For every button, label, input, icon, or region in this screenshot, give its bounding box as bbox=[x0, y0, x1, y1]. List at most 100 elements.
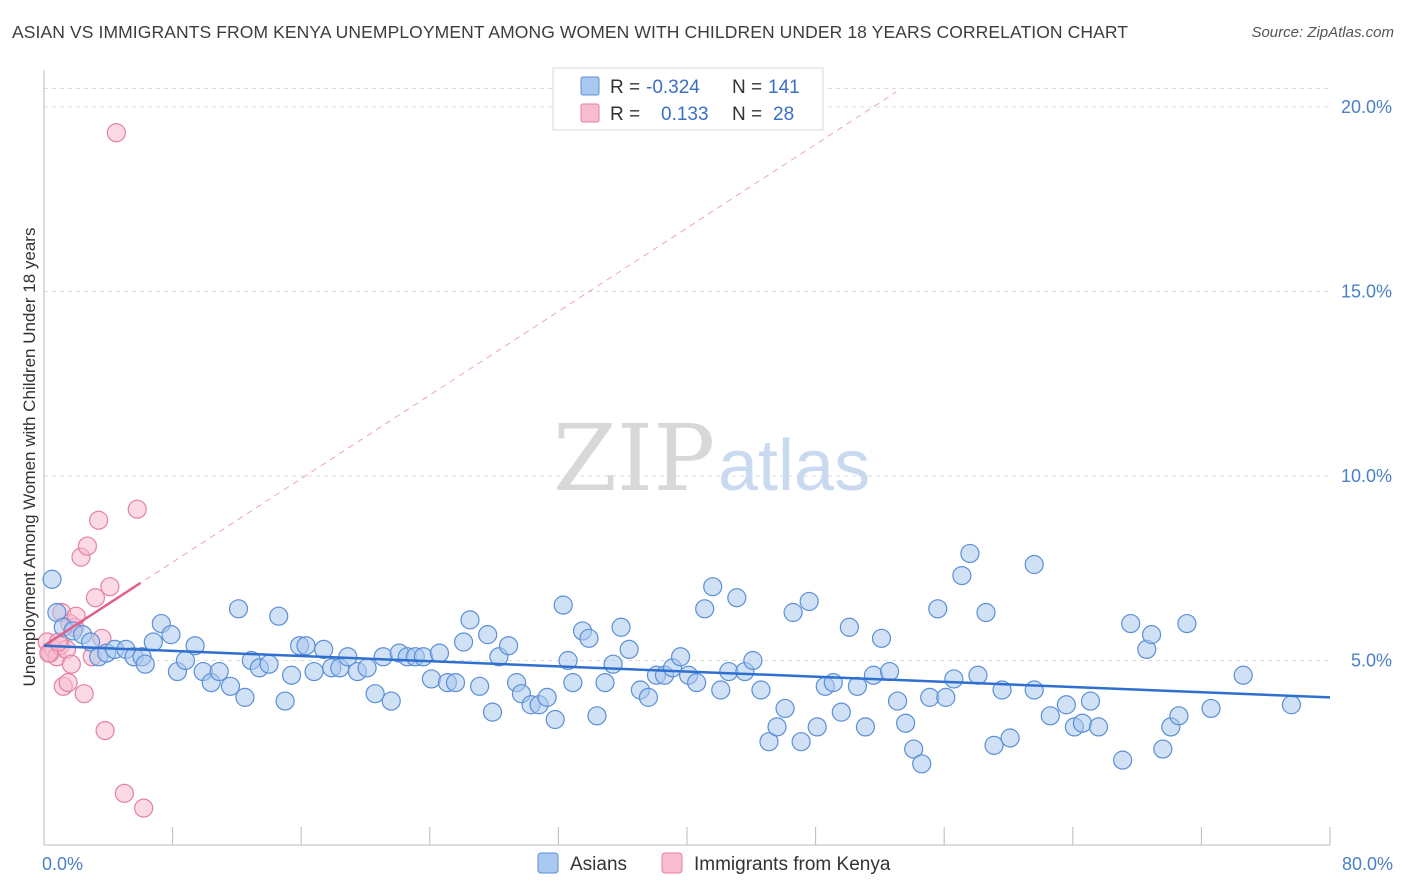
data-point-asians bbox=[896, 713, 916, 733]
data-point-asians bbox=[1056, 695, 1076, 715]
legend-n-label-asians: N = bbox=[732, 77, 762, 98]
trend-line-asians bbox=[43, 644, 1331, 699]
data-point-asians bbox=[783, 602, 803, 623]
data-point-kenya bbox=[134, 798, 154, 818]
data-point-asians bbox=[563, 673, 583, 693]
trend-line-kenya bbox=[43, 581, 142, 647]
data-point-asians bbox=[1113, 750, 1133, 770]
data-point-asians bbox=[960, 543, 980, 564]
data-point-asians bbox=[638, 687, 659, 707]
data-point-asians bbox=[727, 588, 747, 608]
chart-title: ASIAN VS IMMIGRANTS FROM KENYA UNEMPLOYM… bbox=[12, 22, 1129, 42]
data-point-asians bbox=[791, 732, 811, 752]
data-point-asians bbox=[920, 687, 940, 707]
data-point-asians bbox=[1040, 706, 1060, 726]
watermark-zip: ZIP bbox=[553, 405, 715, 512]
bottom-legend-swatch-kenya bbox=[661, 852, 683, 874]
data-point-asians bbox=[1169, 706, 1189, 726]
data-point-asians bbox=[863, 665, 884, 685]
data-point-asians bbox=[1121, 613, 1141, 634]
data-point-asians bbox=[619, 639, 639, 660]
data-point-asians bbox=[445, 673, 466, 693]
data-point-asians bbox=[695, 599, 715, 619]
y-axis-tick-labels: 5.0% 10.0% 15.0% 20.0% bbox=[1341, 97, 1392, 671]
data-point-kenya bbox=[61, 654, 81, 674]
data-point-asians bbox=[912, 754, 932, 774]
data-point-asians bbox=[1024, 680, 1044, 700]
data-point-asians bbox=[799, 591, 819, 612]
data-point-asians bbox=[1088, 717, 1109, 737]
trend-lines bbox=[43, 91, 1331, 699]
data-point-asians bbox=[373, 647, 393, 667]
data-point-asians bbox=[259, 654, 279, 674]
data-point-asians bbox=[365, 684, 385, 704]
data-point-asians bbox=[553, 595, 573, 615]
legend-r-label-asians: R = bbox=[610, 77, 640, 98]
data-point-asians bbox=[687, 673, 707, 693]
data-point-asians bbox=[751, 680, 771, 700]
data-point-asians bbox=[743, 650, 763, 671]
chart-source: Source: ZipAtlas.com bbox=[1251, 24, 1394, 41]
data-point-asians bbox=[904, 739, 924, 759]
legend-r-value-asians: -0.324 bbox=[646, 77, 700, 98]
data-point-asians bbox=[976, 602, 996, 623]
data-point-asians bbox=[587, 706, 607, 726]
correlation-legend: R = -0.324 N = 141 R = 0.133 N = 28 bbox=[552, 67, 824, 131]
data-point-asians bbox=[968, 665, 988, 685]
data-point-asians bbox=[1072, 713, 1093, 733]
data-point-asians bbox=[381, 691, 401, 711]
data-point-asians bbox=[281, 665, 302, 685]
data-point-asians bbox=[161, 625, 181, 645]
data-point-asians bbox=[1080, 691, 1101, 711]
data-point-asians bbox=[421, 669, 442, 689]
data-point-asians bbox=[314, 639, 334, 660]
legend-n-value-asians: 141 bbox=[768, 77, 800, 98]
data-point-asians bbox=[1153, 739, 1173, 759]
legend-r-value-kenya: 0.133 bbox=[661, 104, 709, 125]
data-point-asians bbox=[1000, 728, 1020, 748]
data-point-kenya bbox=[89, 510, 109, 530]
data-point-asians bbox=[1141, 625, 1162, 645]
legend-n-label-kenya: N = bbox=[732, 104, 762, 125]
x-tick-label: 0.0% bbox=[42, 854, 83, 874]
data-point-kenya bbox=[127, 499, 147, 519]
data-point-asians bbox=[952, 565, 972, 586]
data-point-asians bbox=[235, 687, 255, 707]
legend-swatch-asians bbox=[580, 76, 600, 96]
data-point-kenya bbox=[58, 673, 78, 693]
data-point-asians bbox=[453, 632, 474, 652]
data-point-asians bbox=[482, 702, 503, 722]
legend-swatch-kenya bbox=[580, 103, 600, 123]
data-point-asians bbox=[42, 569, 62, 589]
data-point-asians bbox=[847, 676, 867, 696]
data-point-asians bbox=[143, 632, 163, 652]
data-point-asians bbox=[269, 606, 289, 626]
data-point-asians bbox=[611, 617, 631, 637]
data-point-asians bbox=[984, 735, 1004, 755]
data-point-asians bbox=[275, 691, 295, 711]
watermark-atlas: atlas bbox=[718, 426, 870, 506]
data-point-asians bbox=[1281, 695, 1302, 715]
data-point-asians bbox=[579, 628, 599, 648]
data-point-asians bbox=[839, 617, 859, 637]
data-point-kenya bbox=[106, 123, 126, 143]
y-tick-label: 5.0% bbox=[1351, 650, 1392, 670]
bottom-legend-label-kenya: Immigrants from Kenya bbox=[694, 854, 891, 875]
data-point-kenya bbox=[100, 577, 120, 597]
data-point-asians bbox=[460, 610, 480, 630]
data-point-asians bbox=[478, 625, 498, 645]
data-point-asians bbox=[296, 636, 316, 656]
data-point-asians bbox=[711, 680, 731, 700]
data-point-asians bbox=[537, 687, 557, 707]
data-point-asians bbox=[719, 661, 739, 682]
data-point-asians bbox=[879, 661, 900, 682]
data-point-asians bbox=[558, 650, 578, 671]
data-point-asians bbox=[887, 691, 908, 711]
data-point-asians bbox=[304, 661, 324, 682]
data-point-asians bbox=[429, 643, 450, 663]
y-axis-title: Unemployment Among Women with Children U… bbox=[20, 228, 39, 687]
data-point-asians bbox=[228, 599, 249, 619]
data-point-asians bbox=[1024, 554, 1044, 575]
data-point-asians bbox=[1177, 613, 1197, 634]
